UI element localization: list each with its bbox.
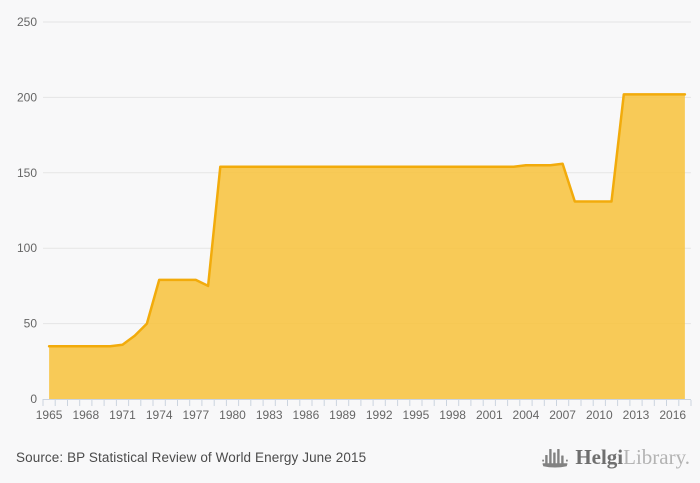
x-axis-label: 1977: [182, 408, 209, 422]
chart-footer: Source: BP Statistical Review of World E…: [0, 434, 700, 480]
x-axis-label: 1974: [146, 408, 173, 422]
x-axis-label: 1980: [219, 408, 246, 422]
x-axis-label: 1965: [36, 408, 63, 422]
x-axis-label: 1995: [403, 408, 430, 422]
y-axis-label: 250: [17, 15, 37, 29]
area-series-line: [47, 93, 687, 348]
helgi-library-logo[interactable]: HelgiLibrary.: [542, 446, 690, 468]
x-axis-label: 1992: [366, 408, 393, 422]
x-axis-label: 1968: [72, 408, 99, 422]
x-axis-label: 2016: [659, 408, 686, 422]
y-axis-label: 100: [17, 241, 37, 255]
x-axis-label: 2001: [476, 408, 503, 422]
y-axis-label: 200: [17, 90, 37, 104]
logo-text-helgi: Helgi: [575, 444, 624, 469]
logo-text-library: Library.: [623, 444, 690, 469]
factory-icon: [542, 449, 569, 468]
x-axis-label: 1986: [293, 408, 320, 422]
area-series: [49, 94, 685, 400]
x-axis-label: 2010: [586, 408, 613, 422]
x-axis-label: 1983: [256, 408, 283, 422]
x-axis-label: 2004: [513, 408, 540, 422]
y-axis-label: 0: [30, 392, 37, 406]
logo-wordmark: HelgiLibrary.: [575, 444, 690, 469]
source-note: Source: BP Statistical Review of World E…: [16, 449, 367, 465]
x-axis-label: 1998: [439, 408, 466, 422]
energy-area-chart: 0 50 100 150 200 250 1965 1968 1971 1974 1977 1980 1…: [17, 15, 692, 422]
y-axis-label: 50: [24, 317, 38, 331]
x-axis-label: 2013: [623, 408, 650, 422]
x-axis-label: 1989: [329, 408, 356, 422]
y-axis-label: 150: [17, 166, 37, 180]
x-axis-label: 2007: [549, 408, 576, 422]
x-axis-label: 1971: [109, 408, 136, 422]
